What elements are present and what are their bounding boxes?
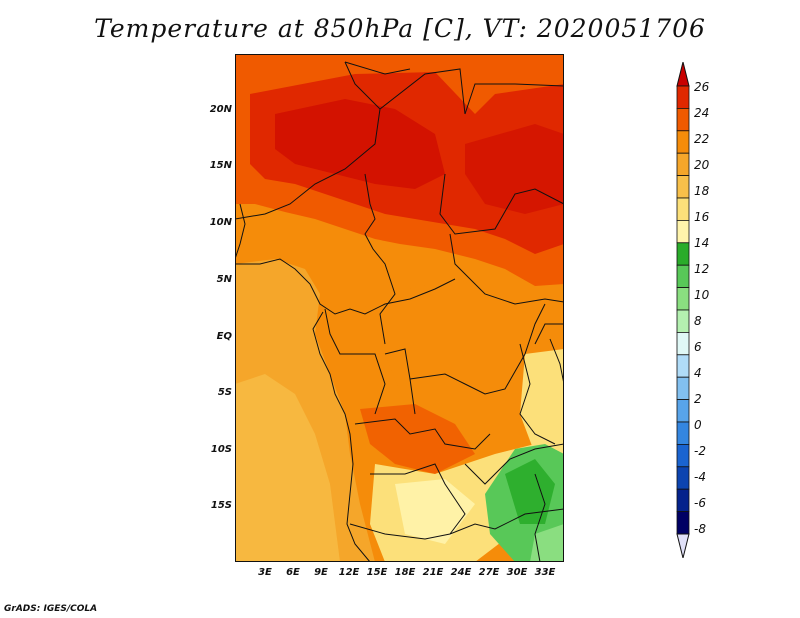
lat-label-10s: 10S	[210, 444, 232, 455]
colorbar-label-minus6: -6	[694, 496, 706, 510]
colorbar-label-24: 24	[694, 106, 710, 120]
lat-label-15n: 15N	[209, 160, 232, 171]
colorbar-label-minus4: -4	[694, 470, 706, 484]
colorbar-bin	[676, 309, 690, 333]
colorbar-label-minus2: -2	[694, 444, 706, 458]
colorbar-bin	[676, 511, 690, 535]
colorbar-bin	[676, 399, 690, 423]
lat-label-eq: EQ	[216, 331, 232, 342]
grads-credit: GrADS: IGES/COLA	[4, 604, 98, 614]
lon-label-33e: 33E	[534, 567, 556, 578]
colorbar-label-22: 22	[694, 132, 710, 146]
lat-label-10n: 10N	[209, 217, 232, 228]
map-title: Temperature at 850hPa [C], VT: 202005170…	[94, 14, 706, 43]
colorbar-bottom-arrow	[676, 533, 690, 559]
colorbar-label-4: 4	[694, 366, 702, 380]
lon-label-24e: 24E	[450, 567, 472, 578]
colorbar-bin	[676, 354, 690, 378]
colorbar-bin	[676, 197, 690, 221]
colorbar-bin	[676, 85, 690, 109]
colorbar-bin	[676, 242, 690, 266]
colorbar-bin	[676, 376, 690, 401]
colorbar-label-18: 18	[694, 184, 710, 198]
temperature-field	[235, 54, 564, 562]
colorbar-label-16: 16	[694, 210, 710, 224]
colorbar-bin	[676, 219, 690, 244]
map-frame	[235, 54, 564, 562]
lon-label-12e: 12E	[338, 567, 360, 578]
lon-label-30e: 30E	[506, 567, 528, 578]
colorbar-label-8: 8	[694, 314, 702, 328]
colorbar-label-6: 6	[694, 340, 702, 354]
lon-label-3e: 3E	[258, 567, 272, 578]
lat-label-5s: 5S	[217, 387, 232, 398]
lat-label-5n: 5N	[216, 274, 232, 285]
colorbar-label-0: 0	[694, 418, 702, 432]
lat-label-20n: 20N	[209, 104, 232, 115]
colorbar-bin	[676, 175, 690, 199]
colorbar	[675, 61, 715, 559]
lon-label-15e: 15E	[366, 567, 388, 578]
lon-label-21e: 21E	[422, 567, 444, 578]
colorbar-bin	[676, 421, 690, 445]
colorbar-bin	[676, 331, 690, 356]
colorbar-label-26: 26	[694, 80, 710, 94]
colorbar-label-2: 2	[694, 392, 702, 406]
map-plot	[234, 54, 565, 563]
colorbar-label-12: 12	[694, 262, 710, 276]
colorbar-label-minus8: -8	[694, 522, 706, 536]
lon-label-18e: 18E	[394, 567, 416, 578]
colorbar-bin	[676, 108, 690, 132]
temperature-map	[234, 54, 565, 563]
colorbar-bin	[676, 130, 690, 154]
lon-label-6e: 6E	[286, 567, 300, 578]
colorbar-bin	[676, 488, 690, 513]
lat-label-15s: 15S	[210, 500, 232, 511]
colorbar-top-arrow	[676, 61, 690, 87]
colorbar-bin	[676, 443, 690, 468]
lon-label-27e: 27E	[478, 567, 500, 578]
colorbar-label-20: 20	[694, 158, 710, 172]
colorbar-label-10: 10	[694, 288, 710, 302]
colorbar-label-14: 14	[694, 236, 710, 250]
colorbar-bin	[676, 152, 690, 176]
colorbar-bin	[676, 466, 690, 490]
colorbar-bin	[676, 287, 690, 311]
lon-label-9e: 9E	[314, 567, 328, 578]
colorbar-graphic	[676, 61, 690, 559]
colorbar-bin	[676, 264, 690, 288]
borders	[234, 61, 565, 563]
